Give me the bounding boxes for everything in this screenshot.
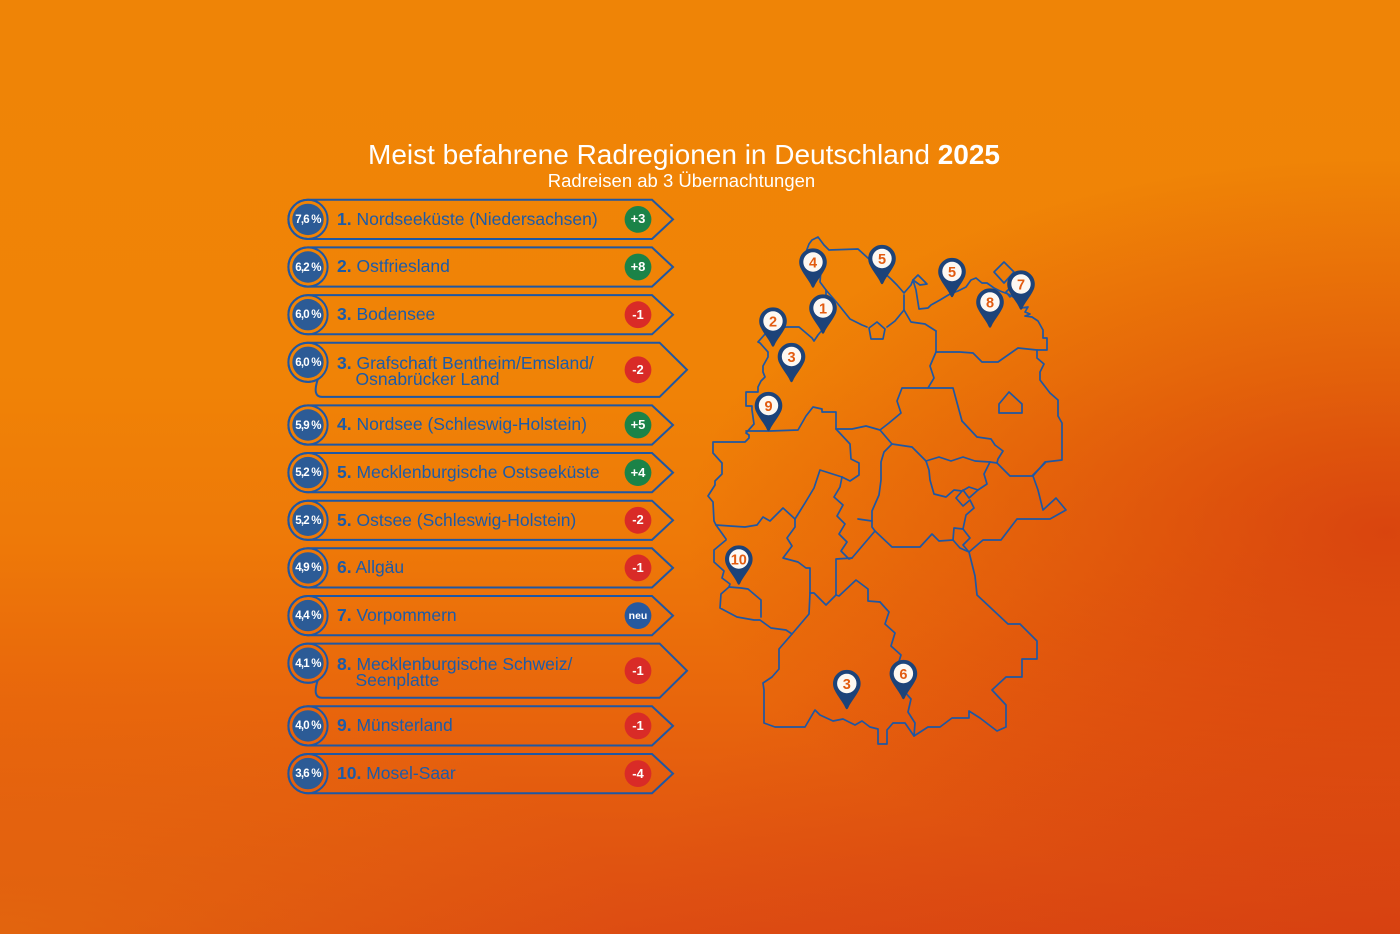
svg-text:6: 6 bbox=[899, 667, 907, 683]
svg-text:3: 3 bbox=[843, 677, 851, 693]
svg-text:8: 8 bbox=[986, 295, 994, 311]
svg-text:2: 2 bbox=[769, 314, 777, 330]
svg-text:7: 7 bbox=[1017, 277, 1025, 293]
svg-text:3: 3 bbox=[787, 350, 795, 366]
svg-text:1: 1 bbox=[819, 301, 827, 317]
svg-text:9: 9 bbox=[764, 399, 772, 415]
svg-text:10: 10 bbox=[731, 552, 747, 568]
svg-text:4: 4 bbox=[809, 255, 817, 271]
svg-text:5: 5 bbox=[948, 265, 956, 281]
svg-text:5: 5 bbox=[878, 252, 886, 268]
